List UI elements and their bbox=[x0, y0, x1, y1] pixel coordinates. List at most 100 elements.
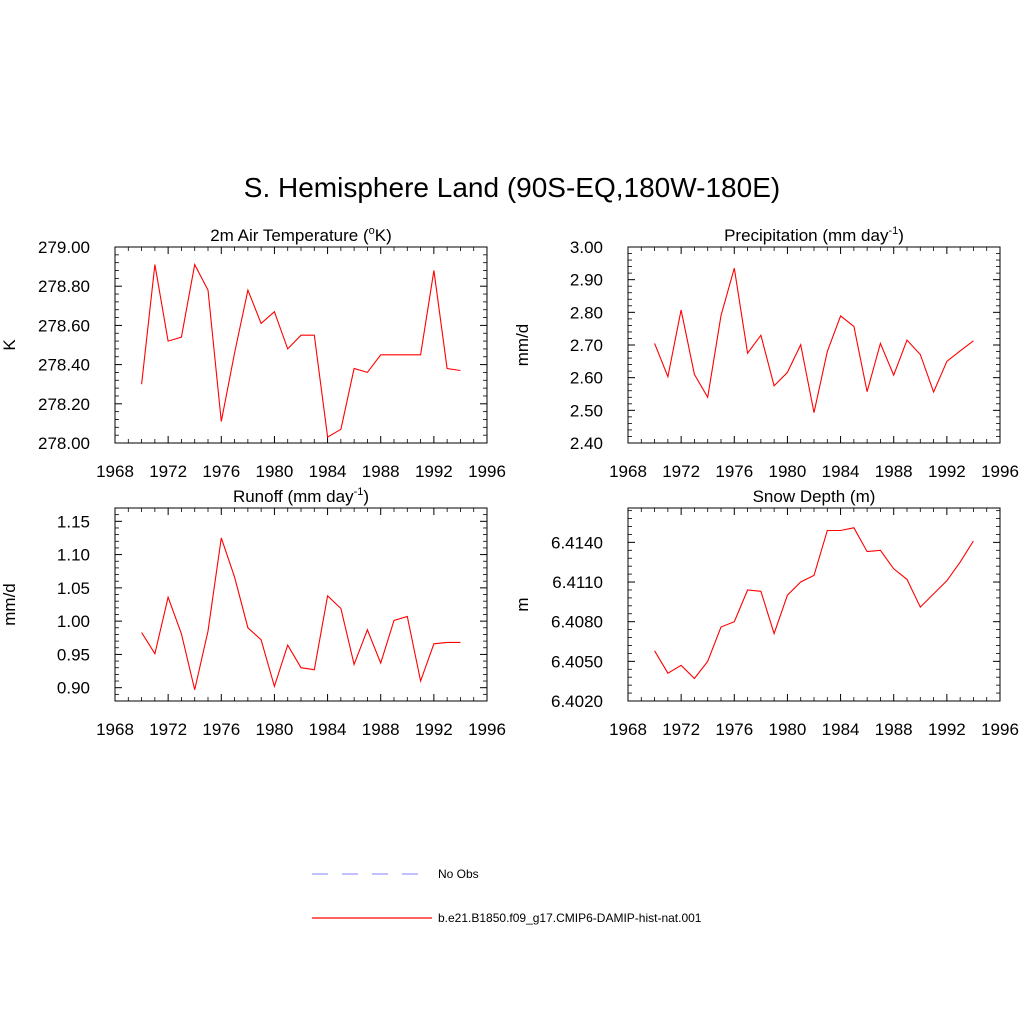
air-temperature-data-point bbox=[273, 310, 276, 313]
precipitation-data-point bbox=[932, 391, 935, 394]
air-temperature-data-point bbox=[220, 420, 223, 423]
snow-depth-x-tick-label: 1976 bbox=[715, 720, 753, 739]
air-temperature-x-tick-label: 1968 bbox=[96, 462, 134, 481]
runoff-y-tick-label: 0.95 bbox=[57, 645, 90, 664]
runoff-x-tick-label: 1984 bbox=[309, 720, 347, 739]
air-temperature-panel-title: 2m Air Temperature (oK) bbox=[210, 225, 392, 245]
air-temperature-data-point bbox=[193, 263, 196, 266]
air-temperature-data-point bbox=[366, 371, 369, 374]
air-temperature-data-point bbox=[326, 436, 329, 439]
precipitation-data-point bbox=[813, 411, 816, 414]
air-temperature-y-axis-label: K bbox=[0, 339, 19, 351]
air-temperature-x-tick-label: 1972 bbox=[149, 462, 187, 481]
air-temperature-data-point bbox=[419, 353, 422, 356]
precipitation-data-point bbox=[666, 375, 669, 378]
air-temperature-data-point bbox=[246, 289, 249, 292]
precipitation-y-tick-label: 2.80 bbox=[570, 303, 603, 322]
runoff-data-point bbox=[167, 596, 170, 599]
runoff-data-point bbox=[286, 644, 289, 647]
air-temperature-data-point bbox=[233, 351, 236, 354]
runoff-data-point bbox=[246, 626, 249, 629]
precipitation-data-point bbox=[826, 350, 829, 353]
air-temperature-x-tick-label: 1980 bbox=[256, 462, 294, 481]
snow-depth-data-point bbox=[892, 567, 895, 570]
air-temperature-x-tick-label: 1984 bbox=[309, 462, 347, 481]
air-temperature-x-tick-label: 1976 bbox=[202, 462, 240, 481]
precipitation-x-tick-label: 1980 bbox=[769, 462, 807, 481]
snow-depth-data-point bbox=[680, 664, 683, 667]
snow-depth-y-tick-label: 6.4110 bbox=[552, 573, 603, 592]
precipitation-data-point bbox=[866, 390, 869, 393]
air-temperature-y-tick-label: 278.80 bbox=[38, 277, 90, 296]
precipitation-x-tick-label: 1984 bbox=[822, 462, 860, 481]
runoff-data-point bbox=[220, 536, 223, 539]
snow-depth-y-tick-label: 6.4140 bbox=[551, 533, 603, 552]
snow-depth-data-point bbox=[945, 579, 948, 582]
precipitation-data-point bbox=[653, 342, 656, 345]
air-temperature-data-point bbox=[153, 263, 156, 266]
precipitation-y-tick-label: 2.40 bbox=[570, 434, 603, 453]
snow-depth-data-point bbox=[906, 578, 909, 581]
air-temperature-x-tick-label: 1996 bbox=[468, 462, 506, 481]
precipitation-data-point bbox=[733, 267, 736, 270]
precipitation-data-point bbox=[972, 339, 975, 342]
air-temperature-y-tick-label: 279.00 bbox=[38, 238, 90, 257]
runoff-x-tick-label: 1968 bbox=[96, 720, 134, 739]
runoff-data-point bbox=[393, 619, 396, 622]
runoff-data-point bbox=[233, 576, 236, 579]
air-temperature-data-point bbox=[339, 428, 342, 431]
runoff-data-point bbox=[379, 662, 382, 665]
runoff-y-tick-label: 1.00 bbox=[57, 612, 90, 631]
air-temperature-data-point bbox=[140, 383, 143, 386]
legend-model-label: b.e21.B1850.f09_g17.CMIP6-DAMIP-hist-nat… bbox=[438, 911, 702, 925]
air-temperature-x-tick-label: 1988 bbox=[362, 462, 400, 481]
snow-depth-x-tick-label: 1968 bbox=[609, 720, 647, 739]
main-title: S. Hemisphere Land (90S-EQ,180W-180E) bbox=[243, 172, 781, 203]
air-temperature-data-point bbox=[459, 369, 462, 372]
snow-depth-x-tick-label: 1972 bbox=[662, 720, 700, 739]
precipitation-panel-title: Precipitation (mm day-1) bbox=[724, 225, 904, 245]
air-temperature-data-point bbox=[180, 336, 183, 339]
air-temperature-data-point bbox=[313, 334, 316, 337]
runoff-data-point bbox=[459, 641, 462, 644]
panel-runoff: 1968 1972 1976 1980 1984 1988 1992 1996 0.90 0.95… bbox=[0, 486, 506, 739]
snow-depth-x-tick-label: 1996 bbox=[981, 720, 1019, 739]
precipitation-data-point bbox=[892, 374, 895, 377]
legend: No Obs b.e21.B1850.f09_g17.CMIP6-DAMIP-h… bbox=[312, 867, 702, 925]
snow-depth-y-tick-label: 6.4020 bbox=[551, 692, 603, 711]
precipitation-data-point bbox=[945, 360, 948, 363]
runoff-data-point bbox=[193, 688, 196, 691]
runoff-x-tick-label: 1980 bbox=[256, 720, 294, 739]
precipitation-x-tick-label: 1996 bbox=[981, 462, 1019, 481]
runoff-data-point bbox=[313, 668, 316, 671]
panel-precipitation: 1968 1972 1976 1980 1984 1988 1992 1996 2.40 2.50… bbox=[513, 225, 1019, 481]
runoff-data-point bbox=[260, 638, 263, 641]
air-temperature-data-point bbox=[167, 340, 170, 343]
panel-air-temperature: 1968 1972 1976 1980 1984 1988 1992 1996 278.00 27… bbox=[0, 225, 506, 481]
snow-depth-data-point bbox=[813, 574, 816, 577]
legend-no-obs-label: No Obs bbox=[438, 867, 479, 881]
snow-depth-data-point bbox=[839, 529, 842, 532]
precipitation-series-line bbox=[654, 268, 974, 413]
precipitation-data-point bbox=[852, 325, 855, 328]
runoff-data-point bbox=[180, 632, 183, 635]
runoff-data-point bbox=[300, 666, 303, 669]
snow-depth-data-point bbox=[799, 581, 802, 584]
runoff-data-point bbox=[432, 642, 435, 645]
snow-depth-y-tick-label: 6.4080 bbox=[551, 613, 603, 632]
runoff-y-tick-label: 0.90 bbox=[57, 679, 90, 698]
air-temperature-y-tick-label: 278.20 bbox=[38, 395, 90, 414]
runoff-x-tick-label: 1988 bbox=[362, 720, 400, 739]
snow-depth-data-point bbox=[720, 625, 723, 628]
runoff-data-point bbox=[353, 663, 356, 666]
precipitation-data-point bbox=[759, 334, 762, 337]
snow-depth-data-point bbox=[932, 592, 935, 595]
snow-depth-y-axis-label: m bbox=[513, 597, 532, 611]
air-temperature-data-point bbox=[432, 269, 435, 272]
precipitation-y-tick-label: 2.50 bbox=[570, 401, 603, 420]
air-temperature-x-tick-label: 1992 bbox=[415, 462, 453, 481]
runoff-data-point bbox=[419, 680, 422, 683]
precipitation-data-point bbox=[799, 343, 802, 346]
precipitation-data-point bbox=[879, 342, 882, 345]
